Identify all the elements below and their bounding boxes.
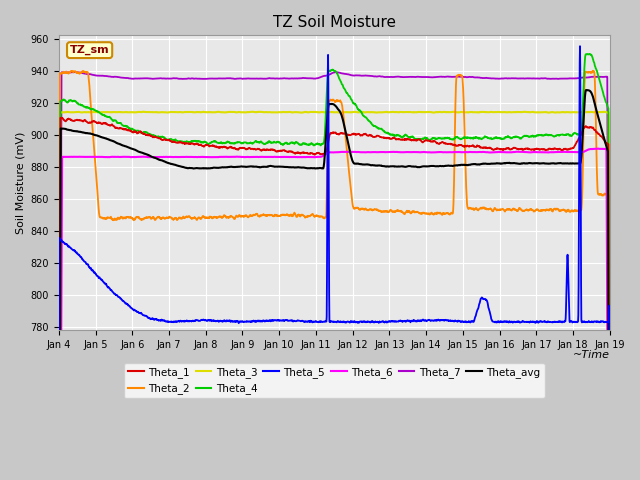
Y-axis label: Soil Moisture (mV): Soil Moisture (mV) bbox=[15, 132, 25, 234]
Legend: Theta_1, Theta_2, Theta_3, Theta_4, Theta_5, Theta_6, Theta_7, Theta_avg: Theta_1, Theta_2, Theta_3, Theta_4, Thet… bbox=[124, 363, 545, 398]
Text: TZ_sm: TZ_sm bbox=[70, 45, 109, 55]
Text: ~Time: ~Time bbox=[573, 350, 610, 360]
Title: TZ Soil Moisture: TZ Soil Moisture bbox=[273, 15, 396, 30]
